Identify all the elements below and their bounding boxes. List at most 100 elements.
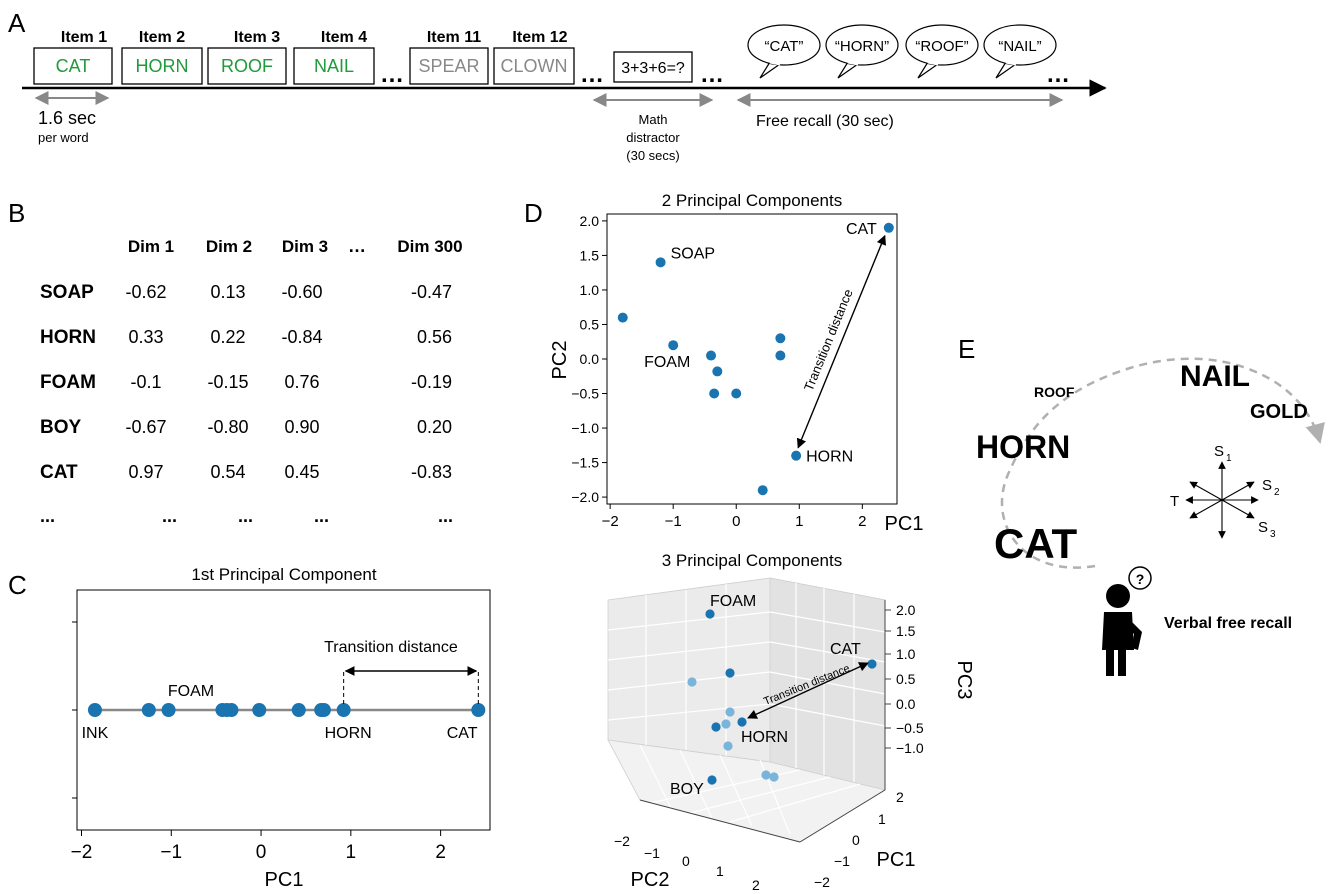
more-cell: ...: [438, 506, 453, 526]
data-point: [883, 222, 894, 233]
math-label: Math: [639, 112, 668, 127]
panel-letter-a: A: [8, 8, 26, 38]
data-point: [316, 703, 331, 717]
pc1-tick-label: 0: [852, 832, 860, 848]
data-point: [617, 312, 628, 323]
z-tick-label: −1.0: [896, 740, 924, 756]
cell-value: -0.19: [411, 372, 452, 392]
point-label-horn: HORN: [741, 729, 788, 746]
item-header: Item 2: [139, 29, 185, 46]
row-word: BOY: [40, 417, 82, 438]
ellipsis: …: [1046, 61, 1070, 88]
data-point: [655, 257, 666, 268]
point-label: CAT: [846, 221, 877, 238]
item-header: Item 4: [321, 29, 367, 46]
x-axis-label: PC1: [265, 869, 304, 891]
more-rows: ...: [40, 506, 55, 526]
data-point: [291, 703, 306, 717]
math-box: [613, 51, 693, 83]
data-point: [721, 719, 731, 729]
right-pane: [769, 577, 886, 791]
x-tick-label: −2: [71, 842, 93, 863]
ellipsis: …: [700, 61, 724, 88]
y-tick-label: 2.0: [580, 213, 600, 229]
point-label-horn: HORN: [325, 725, 372, 742]
speech-bubble: “NAIL”: [983, 24, 1057, 79]
more-cell: ...: [162, 506, 177, 526]
data-point: [224, 703, 239, 717]
trajectory-path: [1000, 357, 1325, 569]
z-axis-label: PC3: [953, 661, 975, 700]
pc2-tick-label: −2: [614, 833, 630, 849]
x-tick-label: 2: [858, 513, 866, 530]
panel-letter-c: C: [8, 570, 27, 600]
more-cell: ...: [238, 506, 253, 526]
chart-pc-2d: 2 Principal Components −2 −1 0 1 2 2.0 1.5 1.0 0…: [549, 191, 923, 535]
y-tick-label: −2.0: [571, 489, 599, 505]
point-label-ink: INK: [82, 725, 109, 742]
question-mark: ?: [1136, 571, 1145, 587]
axis-s2-sub: 2: [1274, 487, 1280, 498]
duration-label: 1.6 sec: [38, 108, 96, 128]
item-word: CLOWN: [501, 56, 568, 76]
pc1-axis-label: PC1: [877, 849, 916, 871]
x-tick-label: 2: [435, 842, 446, 863]
x-tick-label: 0: [256, 842, 267, 863]
row-word: CAT: [40, 462, 78, 483]
data-point: [867, 659, 877, 669]
point-label-cat: CAT: [830, 641, 861, 658]
y-tick-label: −0.5: [571, 386, 599, 402]
data-point: [737, 717, 747, 727]
x-tick-label: −1: [665, 513, 682, 530]
point-label-cat: CAT: [447, 725, 478, 742]
z-tick-label: 1.0: [896, 646, 916, 662]
column-header: Dim 300: [397, 237, 462, 256]
cell-value: 0.90: [284, 417, 319, 437]
data-point: [723, 741, 733, 751]
row-word: FOAM: [40, 372, 96, 393]
data-point: [769, 772, 779, 782]
points: CAT SOAP FOAM HORN: [617, 221, 894, 496]
item-word: SPEAR: [418, 56, 479, 76]
y-tick-label: 1.5: [580, 247, 600, 263]
cell-value: -0.84: [281, 327, 322, 347]
z-tick-label: 0.5: [896, 671, 916, 687]
panel-letter-b: B: [8, 198, 25, 228]
point-label: SOAP: [671, 245, 715, 262]
recall-word: “CAT”: [765, 38, 804, 55]
word-gold: GOLD: [1250, 401, 1308, 423]
data-point: [761, 770, 771, 780]
transition-arrow: [796, 234, 886, 449]
caption: Verbal free recall: [1164, 615, 1292, 632]
point-label: HORN: [806, 449, 853, 466]
word-nail: NAIL: [1180, 360, 1250, 393]
x-tick-label: −2: [602, 513, 619, 530]
data-point: [471, 703, 486, 717]
item-word: ROOF: [221, 56, 273, 76]
cell-value: 0.56: [417, 327, 452, 347]
math-problem: 3+3+6=?: [621, 60, 685, 77]
data-point: [687, 677, 697, 687]
data-point: [705, 609, 715, 619]
item-box: [121, 47, 203, 85]
cell-value: -0.47: [411, 282, 452, 302]
data-point: [791, 450, 802, 461]
cell-value: -0.80: [207, 417, 248, 437]
panel-a-timeline: Item 1 CAT Item 2 HORN Item 3 ROOF Item …: [22, 24, 1107, 163]
panel-letter-e: E: [958, 334, 975, 364]
item-box: [409, 47, 489, 85]
person-icon: [1102, 584, 1142, 676]
word-cat: CAT: [994, 520, 1078, 567]
y-tick-label: 1.0: [580, 282, 600, 298]
point-label-foam: FOAM: [710, 593, 756, 610]
cell-value: -0.67: [125, 417, 166, 437]
data-point: [141, 703, 156, 717]
axis-s3: S: [1258, 519, 1268, 536]
data-point: [725, 668, 735, 678]
y-tick-label: −1.5: [571, 455, 599, 471]
axes-icon: [1185, 461, 1259, 539]
axis-t: T: [1170, 493, 1179, 510]
chart-title: 1st Principal Component: [191, 565, 376, 584]
data-point: [336, 703, 351, 717]
